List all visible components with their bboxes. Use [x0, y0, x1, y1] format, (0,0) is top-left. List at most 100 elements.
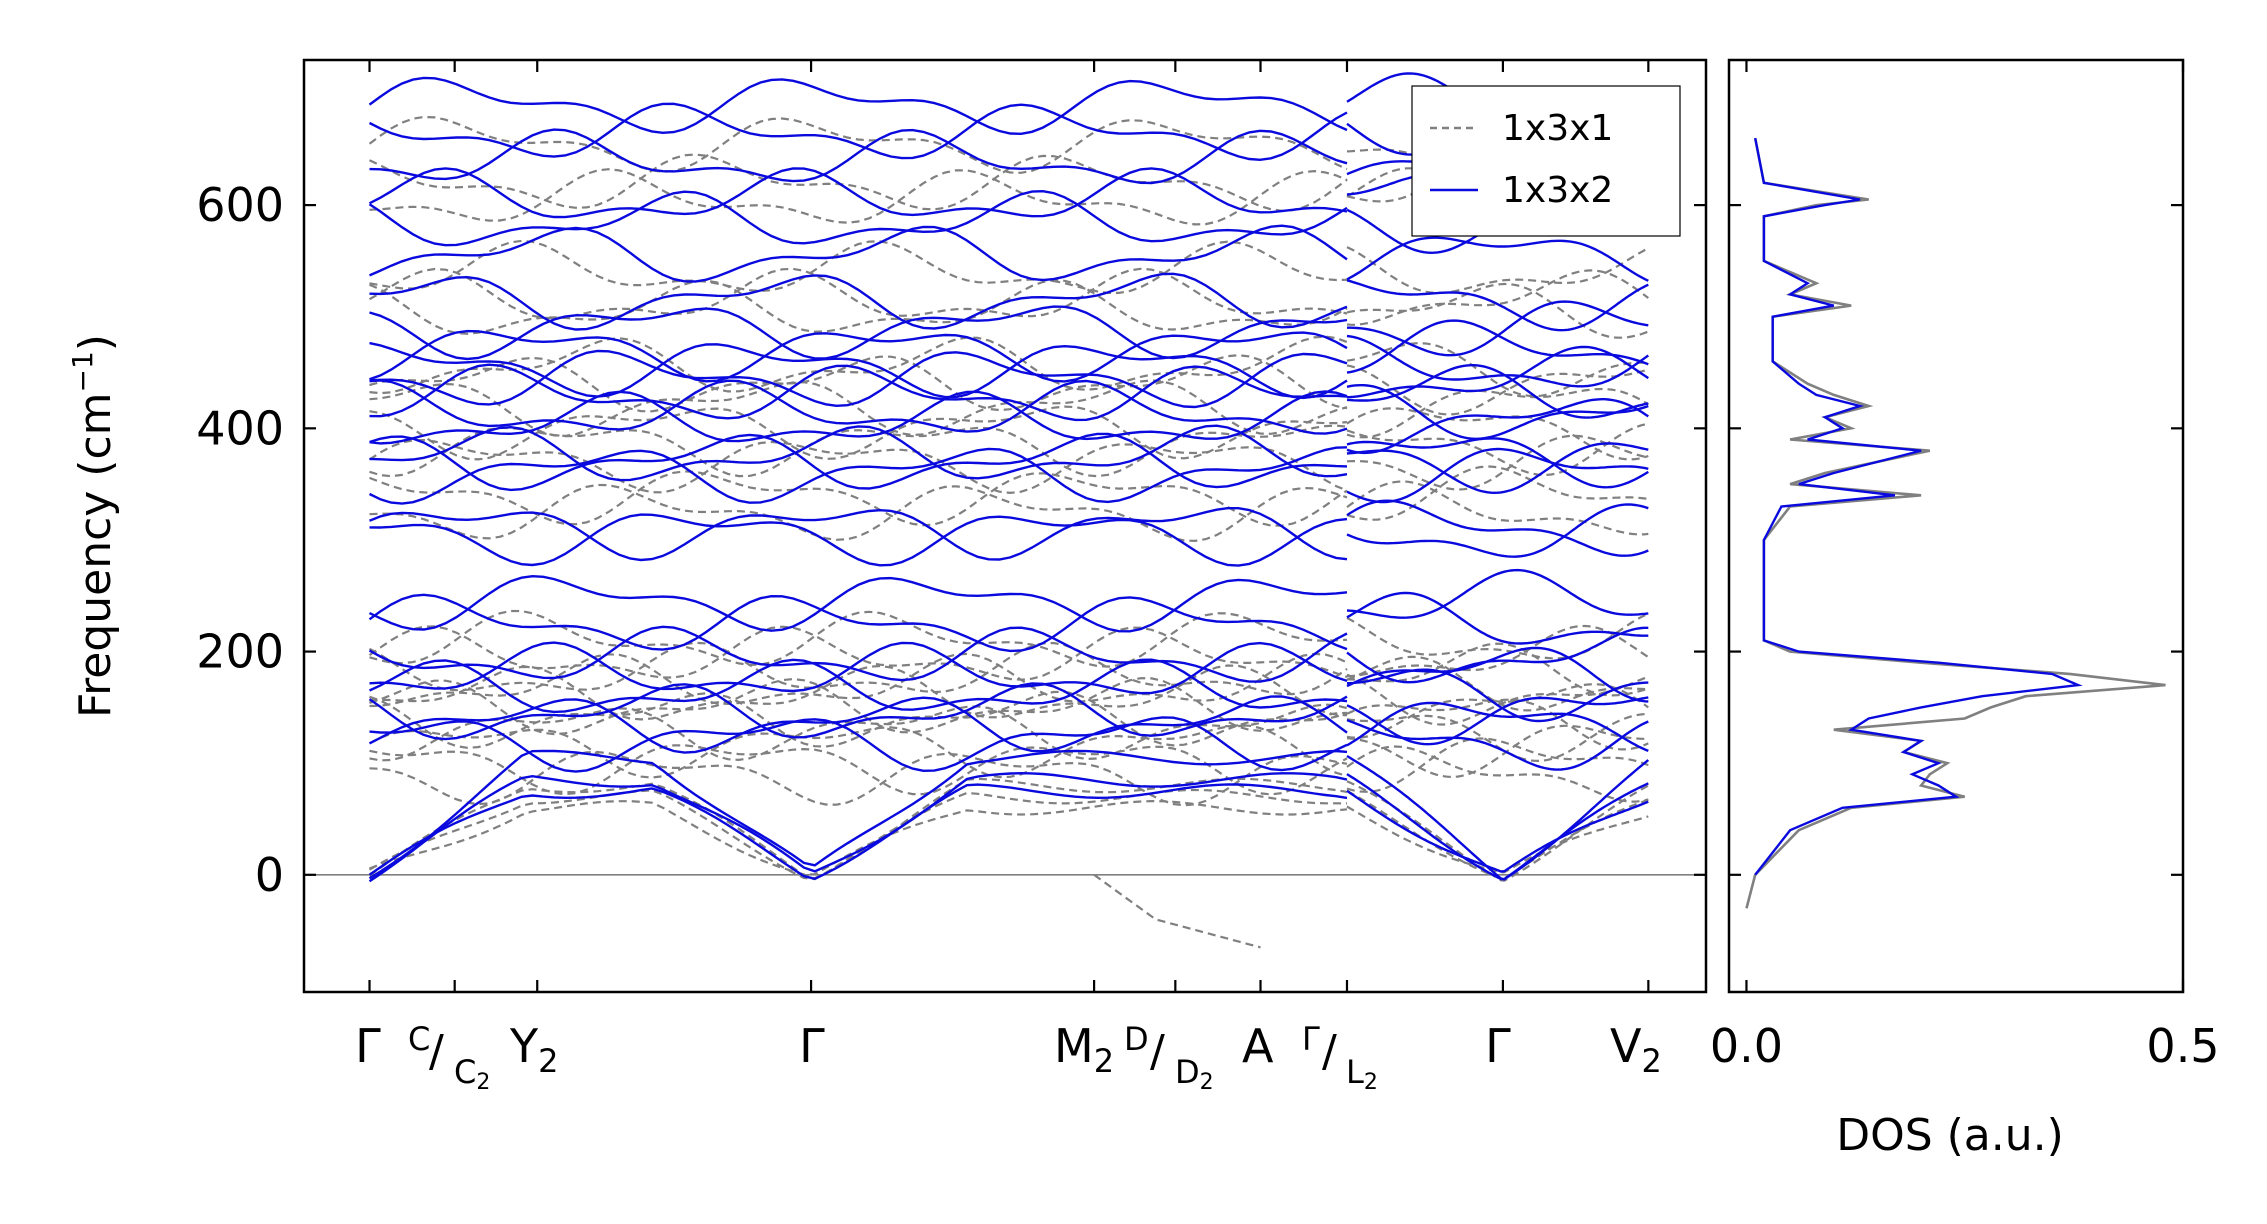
- band-1x3x2-1-16: [1346, 447, 1649, 504]
- kpoint-label-slash-D: /: [1150, 1026, 1165, 1077]
- band-1x3x2-0-18: [369, 513, 1348, 567]
- band-1x3x2-0-11: [369, 363, 1348, 422]
- y-axis-label-main: Frequency (cm: [70, 392, 121, 718]
- kpoint-label-M2: M2: [1054, 1019, 1114, 1080]
- band-1x3x1-0-9: [369, 405, 1348, 461]
- kpoint-label-gamma-3: Γ: [1485, 1019, 1511, 1073]
- kpoint-label-C: C: [408, 1020, 430, 1058]
- band-1x3x1-1-24: [1346, 745, 1649, 803]
- band-ytick-label-2: 400: [196, 401, 284, 455]
- legend: 1x3x1 1x3x2: [1411, 85, 1681, 237]
- band-1x3x1-0-4: [368, 267, 1348, 320]
- kpoint-label-C2-main: C: [454, 1053, 476, 1091]
- band-1x3x1-1-18: [1346, 673, 1649, 726]
- kpoint-label-D2: D2: [1175, 1053, 1214, 1095]
- band-1x3x2-1-12: [1346, 384, 1649, 440]
- band-1x3x1-0-27: [369, 799, 1348, 876]
- band-1x3x2-0-21: [368, 625, 1348, 683]
- kpoint-label-L2: L2: [1346, 1053, 1378, 1095]
- band-1x3x2-1-14: [1346, 437, 1649, 489]
- band-1x3x2-0-0: [368, 76, 1348, 136]
- band-1x3x1-0-20: [369, 690, 1348, 749]
- band-1x3x2-0-4: [368, 189, 1348, 247]
- band-1x3x1-0-14: [369, 609, 1348, 668]
- band-1x3x2-0-26: [369, 716, 1348, 773]
- band-1x3x2-1-27: [1346, 754, 1650, 881]
- band-1x3x2-1-11: [1346, 364, 1649, 419]
- dos-xtick-label-1: 0.5: [2146, 1019, 2219, 1073]
- band-1x3x2-0-10: [369, 349, 1348, 409]
- kpoint-label-slash-L: /: [1322, 1026, 1337, 1077]
- band-1x3x2-1-15: [1346, 442, 1649, 495]
- band-1x3x2-1-5: [1346, 236, 1649, 282]
- kpoint-label-L2-sub: 2: [1364, 1070, 1378, 1095]
- band-1x3x2-1-23: [1346, 668, 1649, 723]
- band-1x3x2-0-14: [369, 424, 1348, 482]
- band-1x3x2-0-15: [369, 432, 1348, 492]
- band-1x3x2-0-16: [368, 446, 1348, 505]
- band-1x3x2-1-9: [1346, 334, 1649, 388]
- dos-axis-ticks: 0.0 0.5: [1710, 60, 2220, 1073]
- band-1x3x2-0-19: [368, 574, 1348, 633]
- kpoint-label-M2-main: M: [1054, 1019, 1094, 1073]
- band-1x3x1-0-2: [369, 168, 1348, 226]
- band-1x3x2-0-27: [368, 749, 1348, 880]
- band-1x3x2-1-29: [1346, 789, 1649, 873]
- y-axis-label-exponent: −1: [66, 351, 99, 392]
- band-1x3x2-0-5: [369, 224, 1348, 283]
- band-1x3x1-1-3: [1346, 246, 1649, 294]
- band-1x3x1-1-17: [1346, 655, 1649, 712]
- band-1x3x2-0-22: [369, 641, 1348, 695]
- band-1x3x1-0-7: [369, 354, 1348, 413]
- kpoint-label-slash-C: /: [429, 1026, 444, 1077]
- kpoint-label-V2-main: V: [1610, 1019, 1642, 1073]
- band-1x3x2-1-22: [1346, 646, 1649, 703]
- dos-curve-1x3x2: [1754, 137, 2083, 876]
- band-1x3x2-1-8: [1346, 319, 1649, 374]
- kpoint-label-gamma-1: Γ: [355, 1019, 381, 1073]
- band-1x3x1-0-19: [369, 677, 1348, 736]
- kpoint-label-C2-sub: 2: [476, 1070, 490, 1095]
- band-1x3x1-1-2: [1346, 167, 1649, 217]
- kpoint-label-Y2-sub: 2: [538, 1042, 558, 1080]
- band-1x3x1-1-8: [1346, 387, 1649, 439]
- legend-label-1x3x1: 1x3x1: [1502, 108, 1613, 149]
- band-1x3x2-1-25: [1346, 701, 1649, 753]
- band-ytick-label-3: 600: [196, 178, 284, 232]
- band-1x3x1-1-13: [1346, 480, 1649, 536]
- band-1x3x2-1-20: [1346, 591, 1649, 645]
- band-1x3x2-0-8: [369, 329, 1348, 383]
- band-1x3x1-0-24: [369, 750, 1348, 807]
- band-1x3x1-1-19: [1346, 683, 1649, 739]
- band-1x3x1-0-18: [369, 664, 1348, 721]
- bands-1x3x2: [368, 72, 1650, 883]
- kpoint-label-D2-sub: 2: [1200, 1070, 1214, 1095]
- band-1x3x1-1-16: [1347, 642, 1649, 697]
- band-1x3x1-0-0: [368, 115, 1348, 174]
- dos-x-axis-label: DOS (a.u.): [1836, 1110, 2064, 1161]
- band-1x3x1-imaginary-mode: [1093, 873, 1261, 949]
- band-1x3x1-1-4: [1346, 269, 1649, 326]
- dos-xtick-label-0: 0.0: [1710, 1019, 1783, 1073]
- band-1x3x2-0-12: [369, 379, 1348, 435]
- kpoint-label-L2-main: L: [1346, 1053, 1364, 1091]
- band-1x3x2-1-26: [1346, 718, 1649, 771]
- band-1x3x2-1-18: [1346, 503, 1649, 558]
- dos-plot-frame: [1727, 58, 2185, 994]
- band-1x3x1-0-16: [368, 641, 1348, 696]
- legend-box: [1411, 85, 1681, 237]
- band-1x3x1-0-8: [369, 379, 1348, 438]
- kpoint-label-Y2: Y2: [509, 1019, 558, 1080]
- band-1x3x1-0-5: [369, 279, 1348, 335]
- kpoint-label-Y2-main: Y: [509, 1019, 539, 1073]
- dos-curves: [1745, 137, 2166, 909]
- kpoint-label-A: A: [1242, 1019, 1274, 1073]
- band-1x3x2-0-20: [368, 593, 1348, 653]
- band-1x3x2-0-2: [369, 128, 1348, 185]
- band-1x3x1-1-15: [1346, 624, 1649, 678]
- band-ytick-label-1: 200: [196, 625, 284, 679]
- band-1x3x2-1-28: [1346, 773, 1649, 881]
- dos-plot-area: [1729, 60, 2183, 992]
